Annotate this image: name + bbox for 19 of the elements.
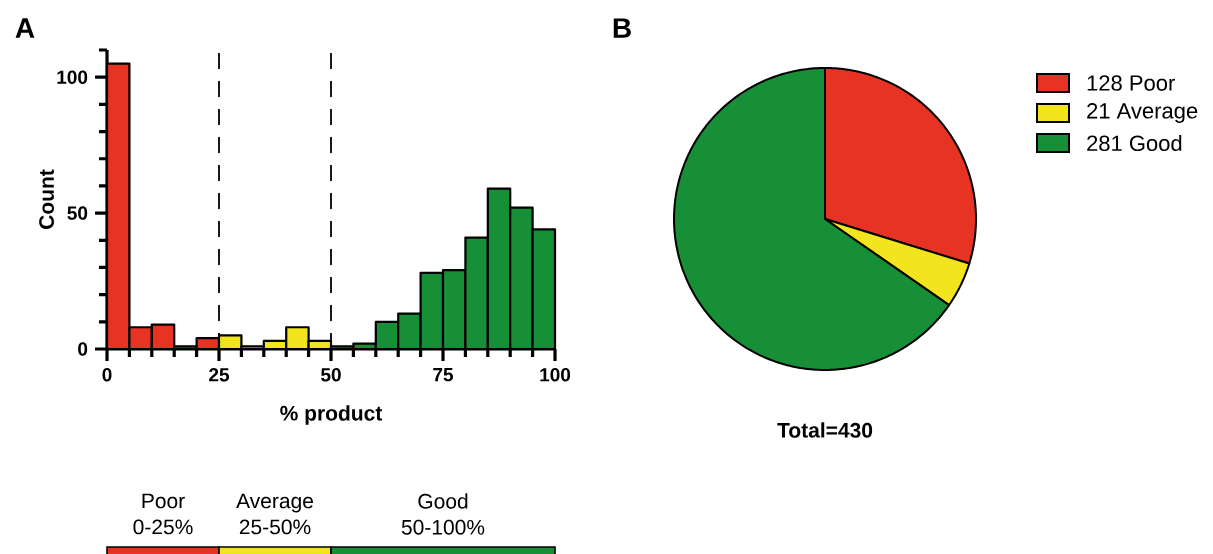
series-label: Average 25-50% (236, 493, 313, 535)
chart-title: A (15, 18, 35, 38)
x-tick-label: 100 (540, 368, 571, 382)
y-axis-title: Count (39, 169, 54, 229)
legend-label: 21 Average (1087, 103, 1198, 123)
y-tick-label: 100 (57, 70, 88, 84)
x-tick-label: 50 (321, 368, 341, 382)
text: Total=430 (777, 422, 873, 438)
legend-label: 128 Poor (1087, 75, 1175, 91)
series-label: Good 50-100% (401, 493, 485, 535)
chart-title: B (613, 18, 631, 38)
y-tick-label: 50 (67, 206, 88, 220)
x-axis-title: % product (280, 405, 383, 425)
x-tick-label: 75 (433, 368, 454, 382)
series-label: Poor 0-25% (133, 493, 193, 535)
legend-label: 281 Good (1087, 134, 1182, 152)
x-tick-label: 25 (209, 368, 230, 382)
y-tick-label: 0 (78, 342, 88, 356)
x-tick-label: 0 (102, 368, 112, 382)
